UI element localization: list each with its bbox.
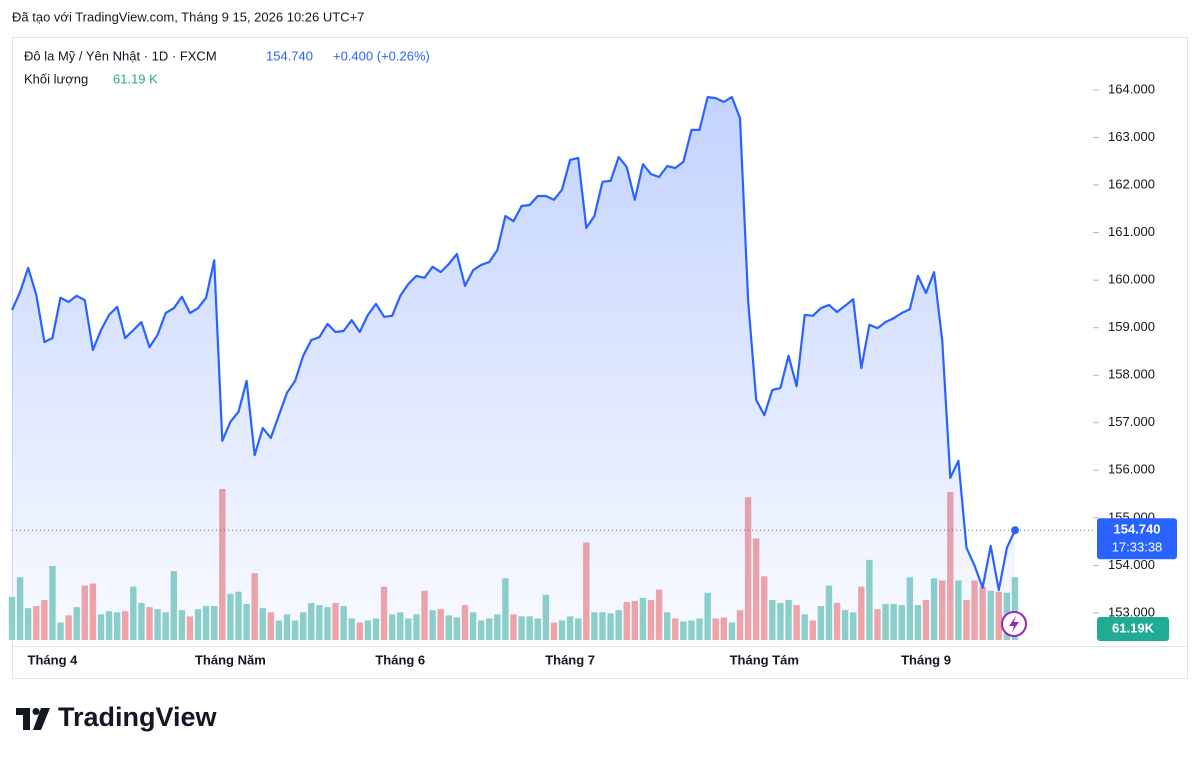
volume-tag-value: 61.19K: [1112, 620, 1155, 635]
area-fill: [12, 97, 1015, 641]
price-tag-value: 154.740: [1114, 522, 1161, 537]
price-line: [10, 96, 1016, 592]
x-tick-label: Tháng 9: [901, 652, 951, 667]
x-tick-label: Tháng 6: [375, 652, 425, 667]
y-tick-label: 163.000: [1108, 129, 1155, 144]
y-tick-label: 159.000: [1108, 319, 1155, 334]
logo: TradingView: [16, 702, 218, 732]
y-tick-label: 157.000: [1108, 414, 1155, 429]
last-point: [1011, 526, 1019, 535]
alert-icon[interactable]: [1001, 611, 1027, 637]
logo-text: TradingView: [58, 702, 218, 732]
x-tick-label: Tháng 4: [28, 652, 79, 667]
price-tag-countdown: 17:33:38: [1112, 540, 1163, 555]
volume-tag: [1097, 617, 1169, 641]
y-tick-label: 153.000: [1108, 604, 1155, 619]
symbol-title: Đô la Mỹ / Yên Nhật · 1D · FXCM: [24, 48, 217, 63]
y-tick-label: 160.000: [1108, 272, 1155, 287]
volume-legend-value: 61.19 K: [113, 71, 158, 86]
x-tick-label: Tháng Năm: [195, 652, 266, 667]
last-price: 154.740: [266, 48, 313, 63]
volume-legend: Khối lượng: [24, 71, 88, 86]
y-tick-label: 162.000: [1108, 177, 1155, 192]
y-tick-label: 156.000: [1108, 462, 1155, 477]
caption: Đã tạo với TradingView.com, Tháng 9 15, …: [12, 9, 364, 24]
price-change: +0.400 (+0.26%): [333, 48, 430, 63]
x-tick-label: Tháng 7: [545, 652, 595, 667]
x-tick-label: Tháng Tám: [730, 652, 799, 667]
y-tick-label: 158.000: [1108, 367, 1155, 382]
y-tick-label: 161.000: [1108, 224, 1155, 239]
y-tick-label: 154.000: [1108, 557, 1155, 572]
plot: 153.000154.000155.000156.000157.000158.0…: [8, 81, 1177, 667]
price-tag: [1097, 518, 1177, 560]
y-tick-label: 164.000: [1108, 81, 1155, 96]
